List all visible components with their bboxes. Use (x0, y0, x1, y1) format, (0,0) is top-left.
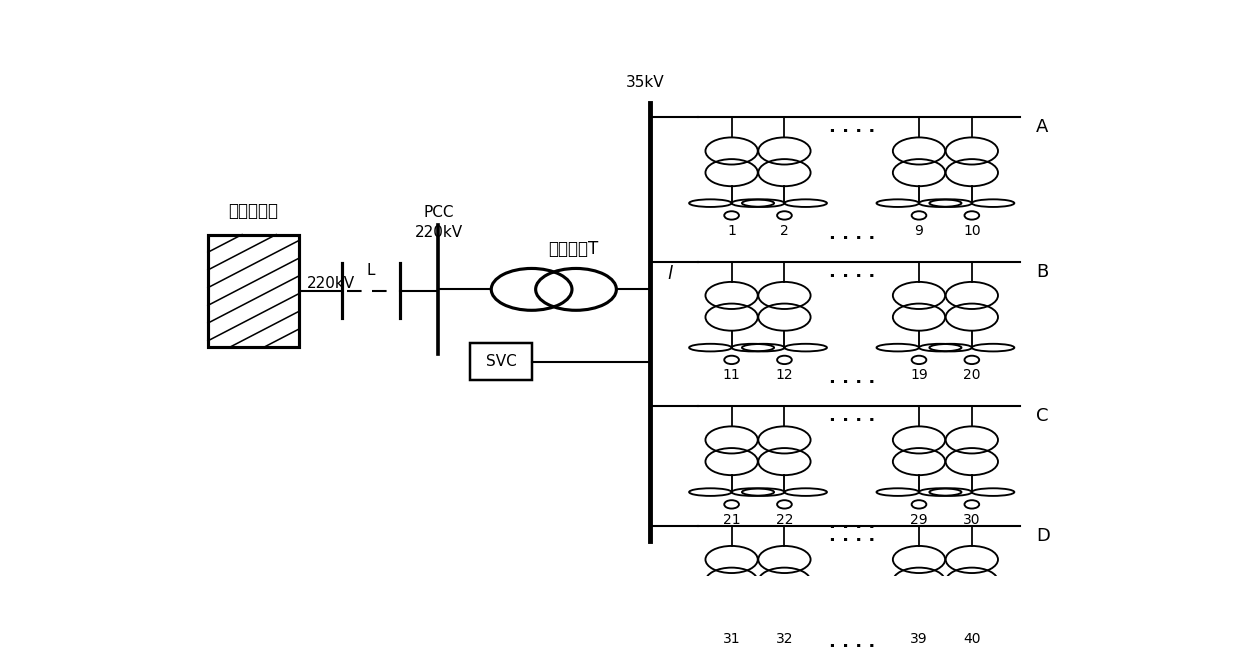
Text: 35kV: 35kV (626, 75, 665, 90)
Text: . . . .: . . . . (828, 263, 875, 281)
Text: 31: 31 (723, 632, 740, 646)
Bar (470, 343, 532, 380)
Text: . . . .: . . . . (828, 225, 875, 243)
Text: 32: 32 (776, 632, 794, 646)
Text: 19: 19 (910, 368, 928, 382)
Text: 22: 22 (776, 512, 794, 527)
Text: . . . .: . . . . (828, 408, 875, 426)
Text: 10: 10 (963, 224, 981, 237)
Text: 9: 9 (915, 224, 924, 237)
Text: SVC: SVC (486, 354, 516, 369)
Text: 20: 20 (963, 368, 981, 382)
Text: 无穷大电网: 无穷大电网 (228, 202, 279, 219)
Text: C: C (1037, 408, 1049, 426)
Text: D: D (1037, 527, 1050, 545)
Text: . . . .: . . . . (828, 369, 875, 387)
Text: 主变压器T: 主变压器T (548, 241, 598, 259)
Text: . . . .: . . . . (828, 527, 875, 545)
Bar (208, 235, 299, 347)
Text: 12: 12 (776, 368, 794, 382)
Text: 220kV: 220kV (306, 276, 355, 291)
Text: 11: 11 (723, 368, 740, 382)
Text: . . . .: . . . . (828, 514, 875, 532)
Text: 29: 29 (910, 512, 928, 527)
Text: $l$: $l$ (667, 265, 675, 283)
Text: A: A (1037, 118, 1049, 137)
Text: L: L (367, 263, 376, 278)
Text: . . . .: . . . . (828, 118, 875, 137)
Text: 2: 2 (780, 224, 789, 237)
Text: 21: 21 (723, 512, 740, 527)
Text: B: B (1037, 263, 1049, 281)
Text: PCC: PCC (423, 204, 454, 219)
Text: 220kV: 220kV (414, 225, 463, 239)
Text: 30: 30 (963, 512, 981, 527)
Text: 39: 39 (910, 632, 928, 646)
Text: 40: 40 (963, 632, 981, 646)
Text: . . . .: . . . . (828, 633, 875, 647)
Text: 1: 1 (727, 224, 737, 237)
